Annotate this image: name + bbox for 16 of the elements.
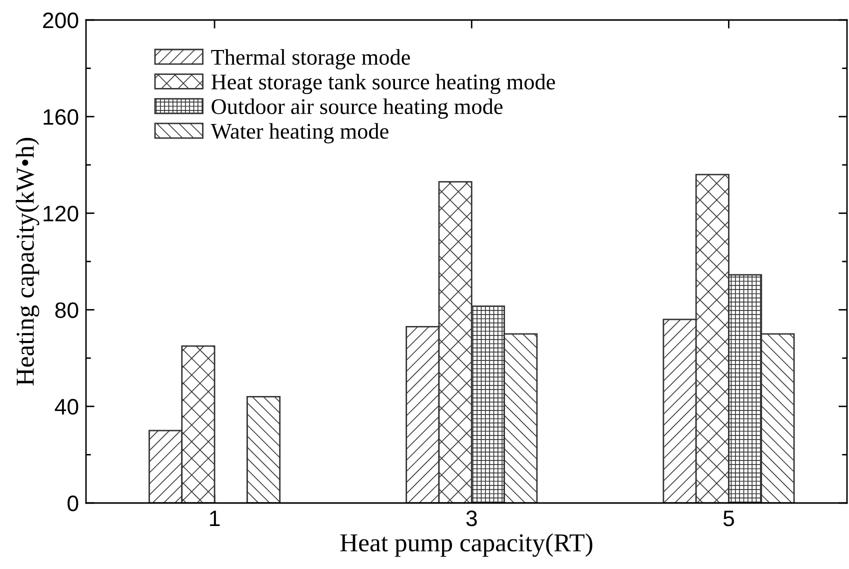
y-axis-title: Heating capacity(kW•h) <box>16 138 40 386</box>
y-tick-label: 120 <box>44 206 78 222</box>
legend-label: Water heating mode <box>210 123 388 144</box>
x-tick-label: 5 <box>723 510 734 526</box>
x-tick-label: 1 <box>210 510 220 526</box>
legend-label: Thermal storage mode <box>211 49 410 70</box>
y-tick-label: 160 <box>44 109 78 125</box>
y-tick-label: 0 <box>68 496 78 512</box>
x-axis-title: Heat pump capacity(RT) <box>340 533 592 557</box>
y-tick-label: 200 <box>43 12 78 28</box>
bar <box>246 396 281 503</box>
legend-label: Heat storage tank source heating mode <box>211 74 555 94</box>
legend-label: Outdoor air source heating mode <box>212 98 503 119</box>
y-tick-label: 40 <box>54 398 78 415</box>
y-tick-label: 80 <box>55 302 78 318</box>
x-tick-label: 3 <box>466 510 477 526</box>
